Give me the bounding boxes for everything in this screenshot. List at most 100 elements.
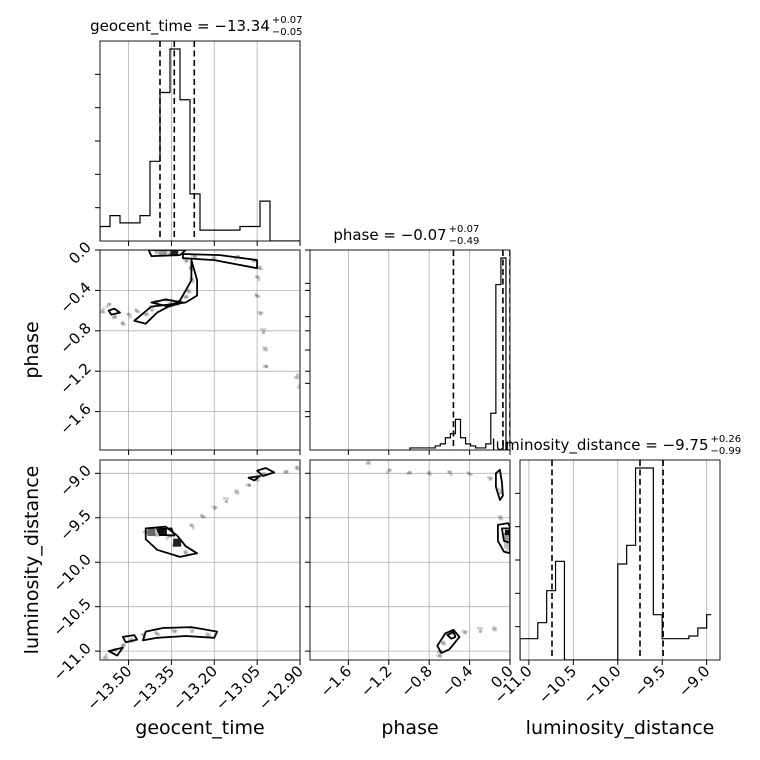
sample-point (298, 383, 300, 387)
sample-point (491, 625, 495, 630)
sample-point (190, 629, 194, 633)
sample-point (436, 654, 440, 658)
sample-point (234, 491, 238, 495)
sample-point (191, 254, 195, 258)
sample-point (154, 251, 158, 255)
x-tick-label: −0.8 (398, 662, 436, 700)
sample-point (191, 526, 195, 530)
sample-point (154, 630, 158, 635)
sample-point (144, 312, 149, 316)
panel-frame (309, 249, 511, 451)
x-tick-label: −13.05 (212, 662, 264, 714)
sample-point (388, 468, 392, 472)
sample-point (366, 460, 370, 464)
sample-point (212, 507, 217, 511)
sample-point (491, 628, 496, 632)
sample-point (201, 515, 205, 519)
sample-point (499, 515, 504, 519)
sample-point (154, 631, 158, 636)
sample-point (135, 309, 139, 313)
sample-point (122, 644, 126, 648)
sample-point (134, 308, 138, 312)
sample-point (296, 373, 300, 377)
sample-point (256, 478, 260, 483)
sample-point (190, 629, 194, 634)
sample-point (103, 655, 107, 659)
sample-point (296, 385, 300, 390)
sample-point (260, 311, 264, 315)
sample-point (365, 461, 369, 465)
y-tick-label: −9.5 (56, 506, 94, 544)
x-tick-label: −13.35 (126, 662, 178, 714)
y-tick-label: −1.6 (56, 400, 94, 438)
sample-point (295, 466, 299, 471)
sample-point (493, 626, 497, 630)
sample-point (247, 482, 251, 487)
sample-point (476, 626, 480, 630)
sample-point (248, 484, 252, 488)
sample-point (406, 471, 410, 476)
sample-point (294, 466, 298, 470)
contour-line (497, 522, 510, 555)
panel-frame (99, 459, 301, 661)
sample-point (127, 312, 131, 316)
sample-point (126, 312, 130, 316)
sample-point (183, 551, 187, 555)
sample-point (258, 267, 262, 271)
x-tick-label: −9.0 (675, 662, 713, 700)
x-tick-label: −12.90 (255, 662, 307, 714)
sample-point (259, 311, 263, 315)
sample-point (488, 477, 492, 482)
sample-point (188, 290, 192, 294)
sample-point (293, 376, 298, 380)
sample-point (122, 322, 126, 327)
contour-line (107, 646, 124, 657)
x-tick-label: −10.5 (535, 662, 580, 707)
x-tick-label: −9.5 (631, 662, 669, 700)
sample-point (184, 549, 188, 553)
sample-point (261, 330, 265, 335)
sample-point (295, 465, 299, 469)
panel-frame (99, 40, 301, 242)
sample-point (368, 461, 372, 466)
sample-point (295, 375, 299, 379)
panel-1-1 (310, 250, 511, 450)
sample-point (436, 650, 441, 654)
y-tick-label: −10.5 (50, 595, 95, 640)
sample-point (207, 632, 211, 636)
sample-point (222, 496, 226, 500)
sample-point (449, 470, 453, 475)
title-minus-error: −0.05 (272, 27, 303, 38)
sample-point (296, 376, 300, 380)
sample-point (200, 514, 204, 518)
sample-point (137, 310, 141, 314)
contour-line (156, 527, 176, 537)
density-cell (503, 535, 510, 544)
sample-point (186, 289, 190, 293)
sample-point (467, 471, 471, 476)
sample-point (233, 257, 238, 261)
sample-point (257, 278, 261, 282)
contour-line (495, 468, 504, 501)
sample-point (438, 654, 442, 658)
sample-point (264, 364, 268, 368)
histogram-phase (409, 257, 510, 450)
sample-point (386, 468, 391, 472)
sample-point (122, 642, 126, 647)
sample-point (265, 365, 269, 369)
sample-point (100, 310, 103, 314)
x-axis-label-luminosity_distance: luminosity_distance (526, 717, 715, 739)
sample-point (236, 489, 240, 493)
sample-point (283, 471, 287, 475)
y-tick-label: −11.0 (50, 639, 95, 684)
y-tick-label: −0.8 (56, 319, 94, 357)
sample-point (101, 307, 105, 311)
title-minus-error: −0.49 (449, 236, 480, 247)
sample-point (171, 628, 175, 632)
sample-point (191, 524, 195, 528)
sample-point (183, 550, 187, 554)
sample-point (441, 640, 446, 644)
sample-point (186, 290, 190, 294)
sample-point (427, 472, 431, 476)
